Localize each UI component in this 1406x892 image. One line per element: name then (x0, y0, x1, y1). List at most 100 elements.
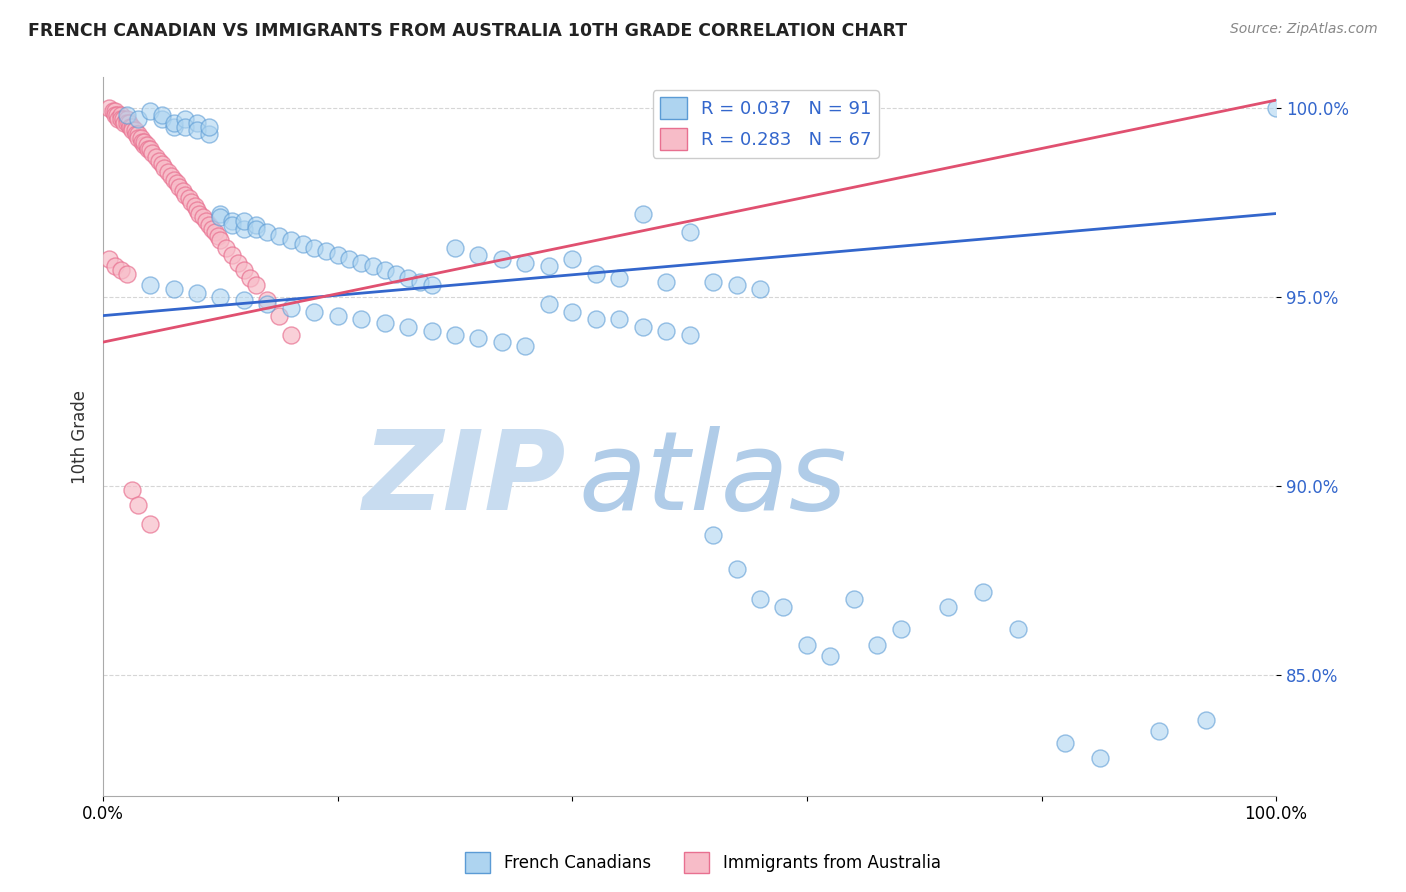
Point (115, 116, 138, 130)
Point (256, 293, 278, 308)
Point (585, 312, 607, 326)
Point (1265, 101, 1288, 115)
Point (350, 255, 373, 269)
Point (350, 312, 373, 326)
Point (396, 270, 419, 285)
Point (467, 248, 489, 262)
Point (537, 260, 560, 274)
Point (197, 218, 219, 232)
Point (121, 123, 143, 137)
Point (396, 320, 419, 334)
Point (820, 648, 842, 663)
Point (188, 206, 211, 220)
Point (280, 233, 302, 247)
Point (374, 263, 396, 277)
Point (1088, 751, 1111, 765)
Point (607, 312, 630, 326)
Point (444, 241, 467, 255)
Point (112, 112, 135, 126)
Point (166, 176, 188, 190)
Point (221, 218, 243, 232)
Point (121, 483, 143, 497)
Point (607, 270, 630, 285)
Point (1007, 623, 1029, 637)
Point (796, 638, 818, 652)
Point (150, 112, 173, 126)
Text: Source: ZipAtlas.com: Source: ZipAtlas.com (1230, 22, 1378, 37)
Point (420, 324, 443, 338)
Y-axis label: 10th Grade: 10th Grade (72, 390, 89, 483)
Point (842, 592, 865, 607)
Point (725, 278, 748, 293)
Point (655, 324, 678, 338)
Point (245, 278, 267, 293)
Point (127, 131, 149, 145)
Point (409, 275, 432, 289)
Point (121, 120, 143, 134)
Point (120, 120, 142, 134)
Point (209, 211, 232, 225)
Point (561, 252, 583, 266)
Point (702, 275, 724, 289)
Point (702, 528, 724, 542)
Point (267, 229, 290, 244)
Point (127, 498, 149, 512)
Point (209, 206, 232, 220)
Point (232, 293, 254, 308)
Point (267, 309, 290, 323)
Point (725, 562, 748, 576)
Point (136, 142, 159, 156)
Point (104, 260, 127, 274)
Point (153, 161, 176, 176)
Point (232, 221, 254, 235)
Point (98, 252, 121, 266)
Point (162, 172, 184, 186)
Point (631, 320, 654, 334)
Point (631, 206, 654, 220)
Point (678, 226, 700, 240)
Point (201, 221, 224, 235)
Point (131, 135, 153, 149)
Point (195, 214, 218, 228)
Point (226, 255, 249, 269)
Text: FRENCH CANADIAN VS IMMIGRANTS FROM AUSTRALIA 10TH GRADE CORRELATION CHART: FRENCH CANADIAN VS IMMIGRANTS FROM AUSTR… (28, 22, 907, 40)
Point (127, 112, 149, 126)
Point (145, 150, 167, 164)
Text: atlas: atlas (578, 426, 846, 533)
Point (585, 267, 607, 281)
Point (139, 104, 162, 119)
Point (191, 211, 214, 225)
Point (207, 229, 229, 244)
Point (1195, 713, 1218, 727)
Point (139, 516, 162, 531)
Point (232, 263, 254, 277)
Point (444, 327, 467, 342)
Point (197, 120, 219, 134)
Point (101, 104, 124, 119)
Point (866, 638, 889, 652)
Point (772, 599, 794, 614)
Point (162, 120, 184, 134)
Point (304, 241, 326, 255)
Point (232, 214, 254, 228)
Point (186, 123, 208, 137)
Point (890, 623, 912, 637)
Point (239, 270, 262, 285)
Point (110, 263, 132, 277)
Point (221, 214, 243, 228)
Point (561, 305, 583, 319)
Point (186, 285, 208, 300)
Point (197, 127, 219, 141)
Point (326, 248, 349, 262)
Point (174, 112, 197, 126)
Point (125, 127, 148, 141)
Point (150, 157, 173, 171)
Text: ZIP: ZIP (363, 426, 567, 533)
Point (160, 169, 183, 183)
Point (105, 108, 128, 122)
Point (678, 327, 700, 342)
Point (139, 142, 162, 156)
Point (515, 255, 537, 269)
Point (186, 202, 208, 217)
Point (110, 112, 132, 126)
